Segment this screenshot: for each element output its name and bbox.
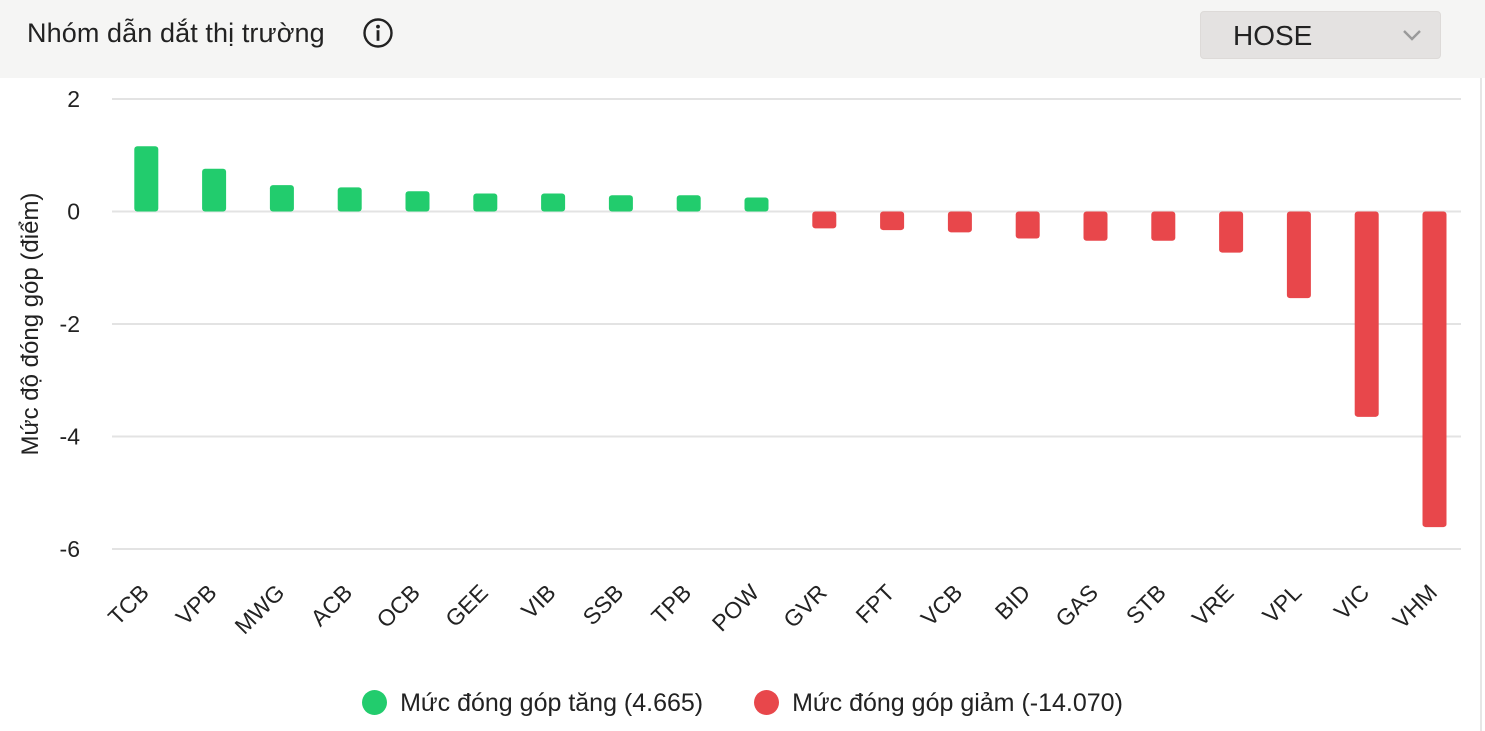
bars [134,146,1447,528]
bar-tcb[interactable] [134,146,159,212]
y-axis-ticks: 2 0 -2 -4 -6 [60,86,81,562]
x-tick-label: GEE [440,579,493,632]
bar-gvr[interactable] [812,211,837,229]
bar-vpl[interactable] [1286,211,1311,299]
bar-stb[interactable] [1151,211,1176,241]
y-tick-label: -2 [60,311,80,337]
x-tick-label: TCB [103,579,154,630]
x-tick-label: GVR [778,579,832,633]
x-tick-label: VPB [171,579,222,630]
legend-label-decrease: Mức đóng góp giảm (-14.070) [792,688,1123,717]
bar-acb[interactable] [337,187,362,212]
bar-bid[interactable] [1015,211,1040,239]
bar-vic[interactable] [1354,211,1379,417]
bar-fpt[interactable] [880,211,905,231]
x-tick-label: BID [990,579,1035,624]
x-tick-label: VIB [516,579,561,624]
legend-dot-decrease [754,689,780,715]
x-tick-label: STB [1121,579,1171,629]
legend-label-increase: Mức đóng góp tăng (4.665) [400,688,704,717]
legend-dot-increase [362,689,388,715]
x-tick-label: VHM [1387,579,1442,634]
x-tick-label: OCB [371,579,425,633]
y-tick-label: 0 [67,199,80,225]
bar-vib[interactable] [541,193,566,212]
bar-vcb[interactable] [947,211,972,233]
x-tick-label: VCB [916,579,968,631]
chart-legend: Mức đóng góp tăng (4.665) Mức đóng góp g… [0,688,1485,722]
bar-tpb[interactable] [676,195,701,212]
y-tick-label: -4 [60,424,81,450]
exchange-select-value: HOSE [1233,20,1313,51]
chart-header: Nhóm dẫn dắt thị trường HOSE [0,0,1485,78]
x-tick-label: MWG [229,579,289,639]
bar-gee[interactable] [473,193,498,212]
chart-title: Nhóm dẫn dắt thị trường [27,18,325,48]
grid-lines [112,98,1461,550]
y-axis-label: Mức độ đóng góp (điểm) [17,193,44,456]
x-axis-ticks: TCB VPB MWG ACB OCB GEE VIB SSB TPB POW GVR FPT VCB B… [103,579,1442,639]
bar-vpb[interactable] [202,168,227,212]
y-tick-label: 2 [67,86,80,112]
x-tick-label: VIC [1329,579,1374,624]
x-tick-label: POW [707,579,764,636]
x-tick-label: VPL [1257,579,1306,628]
chevron-down-icon [1403,30,1421,41]
info-icon[interactable] [362,17,394,49]
exchange-select[interactable]: HOSE [1200,11,1441,59]
x-tick-label: TPB [646,579,696,629]
bar-vre[interactable] [1219,211,1244,253]
x-tick-label: VRE [1187,579,1239,631]
panel-border [1480,78,1482,731]
x-tick-label: ACB [305,579,357,631]
legend-item-increase[interactable]: Mức đóng góp tăng (4.665) [362,689,703,718]
bar-pow[interactable] [744,197,769,212]
bar-mwg[interactable] [269,185,294,212]
bar-ocb[interactable] [405,191,430,212]
x-tick-label: FPT [851,579,900,628]
bar-gas[interactable] [1083,211,1108,241]
x-tick-label: SSB [578,579,629,630]
y-tick-label: -6 [60,536,80,562]
bar-ssb[interactable] [608,195,633,212]
bar-vhm[interactable] [1422,211,1447,528]
x-tick-label: GAS [1050,579,1103,632]
legend-item-decrease[interactable]: Mức đóng góp giảm (-14.070) [754,689,1123,718]
